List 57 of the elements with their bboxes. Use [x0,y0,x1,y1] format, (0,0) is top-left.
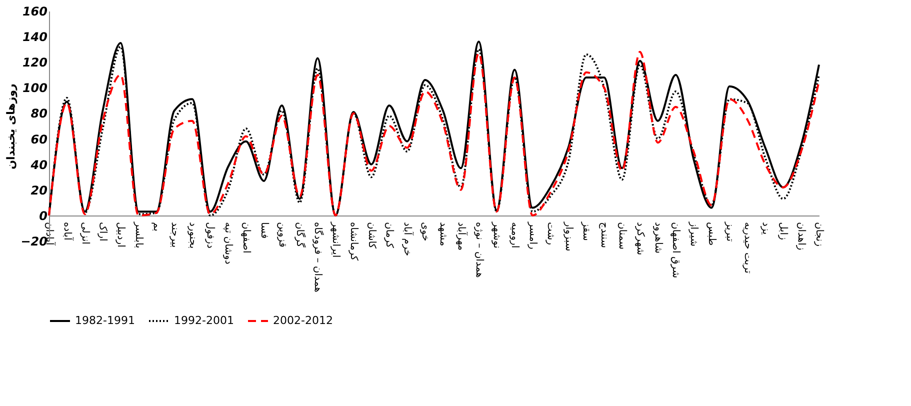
x-tick-label: گرگان [294,222,306,248]
x-tick-label: کرمان [384,222,395,248]
x-tick-label: آباده [61,222,74,242]
x-tick-label: قزوین [276,222,288,248]
y-tick-label: 140 [22,30,48,44]
x-tick-label: سقز [580,220,592,241]
x-tick-label: بجنورد [186,222,198,249]
x-tick-label: رامسر [526,220,538,250]
x-tick-label: زاهدان [796,222,807,250]
x-tick-label: شرق اصفهان [670,222,682,278]
y-tick-label: 0 [39,208,48,223]
legend-label: 1992-2001 [174,314,234,327]
x-tick-label: کرمانشاه [348,222,359,261]
x-tick-label: زابل [778,222,789,240]
x-tick-label: رشت [544,222,556,246]
x-tick-label: همدان – فرودگاه [312,222,324,292]
x-tick-label: کاشان [366,222,377,249]
x-tick-label: شهرکرد [634,222,646,256]
x-tick-label: اراک [97,222,108,242]
x-tick-label: ایرانشهر [330,220,342,258]
x-tick-label: طبس [706,222,718,246]
x-tick-label: ارومیه [509,222,520,248]
x-tick-label: اردبیل [115,222,126,248]
x-tick-label: بابلسر [133,220,144,248]
x-tick-label: انزلی [79,222,90,244]
x-tick-label: تبریز [724,220,735,242]
y-tick-label: 20 [30,183,48,198]
legend-label: 2002-2012 [273,314,333,327]
x-tick-label: یزد [760,222,771,235]
x-tick-label: خوی [420,222,431,242]
x-tick-label: همدان – نوژه [473,222,484,278]
x-tick-label: دوشان تپه [222,222,234,264]
x-tick-label: شیراز [688,220,700,246]
x-tick-label: سمنان [616,222,628,250]
x-tick-label: تربت حیدریه [742,222,753,274]
x-tick-label: شاهرود [652,222,664,254]
x-tick-label: مشهد [437,222,448,246]
x-tick-label: نوشهر [491,220,502,248]
y-tick-label: 160 [22,4,48,18]
x-tick-label: سبزوار [562,220,574,252]
y-tick-label: −20 [20,234,48,248]
y-tick-label: 100 [22,81,48,96]
y-tick-label: 120 [22,56,48,70]
x-tick-label: بم [150,222,162,232]
y-tick-label: 60 [30,132,48,146]
x-tick-label: زنجان [814,222,824,247]
x-tick-label: اصفهان [240,222,252,254]
y-tick-label: 40 [30,158,48,172]
x-tick-label: بیرجند [168,222,180,248]
x-tick-label: فسا [258,222,270,239]
x-tick-label: مهرآباد [455,222,468,250]
x-tick-label: سنندج [598,222,610,248]
y-tick-label: 80 [30,106,48,121]
x-tick-label: خرم آباد [402,222,415,256]
legend-label: 1982-1991 [75,314,135,327]
x-tick-label: دزفول [204,222,216,248]
y-axis-title: روزهای یخبندان [4,84,18,170]
